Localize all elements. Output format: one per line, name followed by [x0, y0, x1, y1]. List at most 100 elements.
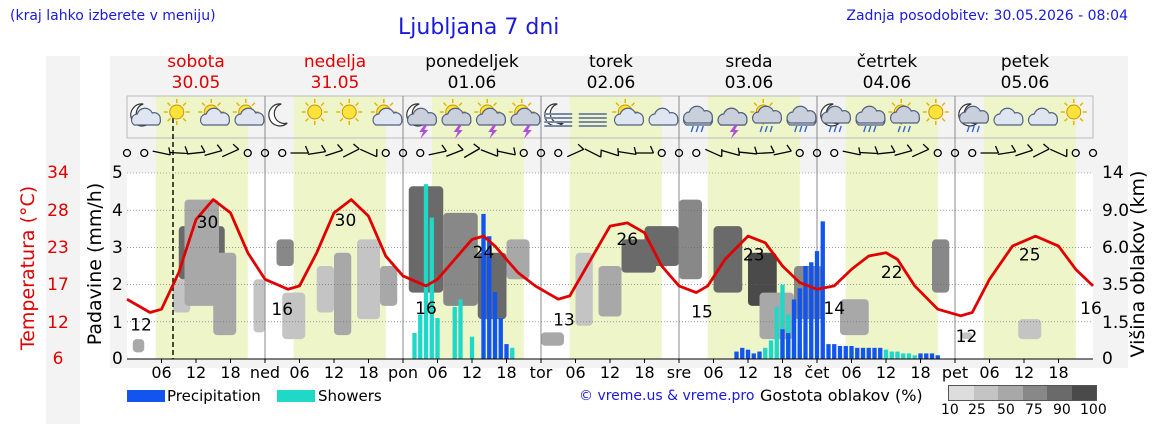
wind-barb-icon — [912, 143, 930, 158]
temperature-tick: 12 — [47, 313, 69, 333]
wind-calm-icon — [278, 148, 287, 158]
cloud-shape — [717, 107, 748, 126]
x-tick-label: 18 — [772, 363, 792, 382]
sun-ray — [182, 102, 187, 107]
cloud-height-tick: 1.5 — [1102, 313, 1130, 333]
wind-barb-feather — [721, 149, 723, 157]
sun-cloud-icon — [612, 99, 645, 126]
wind-barb-icon — [876, 145, 896, 155]
wind-calm-icon — [122, 148, 132, 158]
wind-calm-icon — [260, 148, 270, 158]
rain-drop — [759, 125, 763, 133]
wind-barb-icon — [756, 145, 775, 155]
day-name-6: četrtek — [856, 52, 918, 72]
temperature-value-label: 16 — [271, 300, 293, 320]
sun-disc — [169, 104, 185, 120]
day-name-2: nedelja — [303, 52, 367, 72]
cloud-cell — [1018, 319, 1042, 340]
x-tick-label: 06 — [151, 363, 171, 382]
sun-icon — [301, 99, 328, 125]
showers-bar — [763, 347, 768, 359]
wind-barb-shaft — [307, 150, 326, 156]
cloud-cell — [679, 199, 702, 280]
day-date-5: 03.06 — [724, 73, 774, 93]
region-note[interactable]: (kraj lahko izberete v meniju) — [10, 8, 216, 24]
precipitation-tick: 3 — [112, 238, 123, 258]
wind-barb-icon — [342, 143, 360, 158]
rain-drop — [863, 125, 867, 133]
wind-barb-shaft — [738, 151, 758, 155]
wind-barb-shaft — [222, 148, 239, 158]
rain-drop — [902, 125, 906, 133]
wind-barb-icon — [1050, 148, 1068, 158]
temperature-line — [126, 198, 1094, 318]
wind-barb-shaft — [842, 150, 861, 156]
moon-cloud-icon — [130, 103, 162, 127]
wind-barb-icon — [997, 144, 1017, 156]
day-name-3: ponedeljek — [425, 52, 519, 72]
x-tick-label: 06 — [565, 363, 585, 382]
wind-calm-icon — [536, 148, 546, 158]
wind-barb-icon — [584, 148, 602, 158]
precipitation-bar — [832, 344, 837, 359]
cloud-cell — [541, 332, 564, 346]
sun-thunder-icon — [508, 99, 541, 139]
cloud-shape — [130, 107, 162, 126]
sun-ray — [320, 102, 325, 107]
wind-barb-icon — [635, 145, 655, 154]
wind-calm-icon — [950, 148, 960, 158]
day-date-1: 30.05 — [171, 73, 221, 93]
cloud-icon — [648, 107, 679, 126]
wind-barb-feather — [304, 145, 310, 154]
precipitation-bar — [481, 213, 486, 359]
sun-ray — [355, 102, 359, 107]
wind-barb-feather — [216, 144, 223, 152]
cloud-shape — [234, 107, 265, 126]
daylight-band — [983, 96, 1076, 359]
wind-barb-feather — [200, 145, 206, 153]
cloud-cell — [713, 226, 743, 293]
cloud-cell — [960, 332, 973, 340]
sun-ray — [217, 102, 221, 107]
wind-barb-icon — [894, 144, 913, 156]
cloud-shape — [475, 107, 507, 126]
wind-calm-icon — [416, 148, 425, 158]
sun-ray — [355, 117, 359, 122]
showers-bar — [510, 347, 515, 359]
sun-ray — [477, 102, 482, 107]
sun-ray — [339, 102, 344, 107]
credit-link[interactable]: © vreme.us & vreme.pro — [579, 388, 755, 404]
wind-calm-icon — [381, 148, 390, 158]
sun-ray — [631, 102, 635, 107]
wind-barb-icon — [705, 148, 723, 158]
x-tick-label: 06 — [427, 363, 447, 382]
wind-barb-shaft — [859, 151, 878, 155]
wind-barb-feather — [496, 148, 499, 157]
wind-barb-icon — [859, 146, 879, 155]
cloud-shape — [786, 105, 817, 124]
wind-barb-icon — [567, 143, 585, 158]
sun-thunder-icon — [439, 99, 472, 139]
wind-barb-feather — [858, 147, 861, 155]
x-tick-label: ned — [250, 363, 280, 382]
wind-barb-shaft — [601, 149, 619, 157]
wind-barb-feather — [1027, 144, 1034, 151]
wind-barb-feather — [754, 146, 758, 155]
rain-drop — [907, 125, 911, 133]
wind-barb-icon — [428, 144, 447, 156]
sun-ray — [615, 102, 620, 107]
wind-barb-icon — [738, 146, 758, 155]
cloud-rain-icon — [682, 105, 714, 133]
temperature-value-label: 14 — [823, 299, 845, 319]
x-tick-label: 12 — [324, 363, 344, 382]
day-date-2: 31.05 — [310, 73, 360, 93]
cloud-cell — [575, 252, 593, 326]
x-tick-label: 18 — [634, 363, 654, 382]
precipitation-bar — [786, 332, 791, 359]
precipitation-bar — [935, 355, 940, 359]
sun-ray — [941, 102, 946, 107]
wind-barb-feather — [513, 147, 516, 155]
wind-calm-icon — [795, 148, 804, 158]
cloud-shape — [682, 105, 714, 124]
wind-calm-icon — [398, 148, 408, 158]
